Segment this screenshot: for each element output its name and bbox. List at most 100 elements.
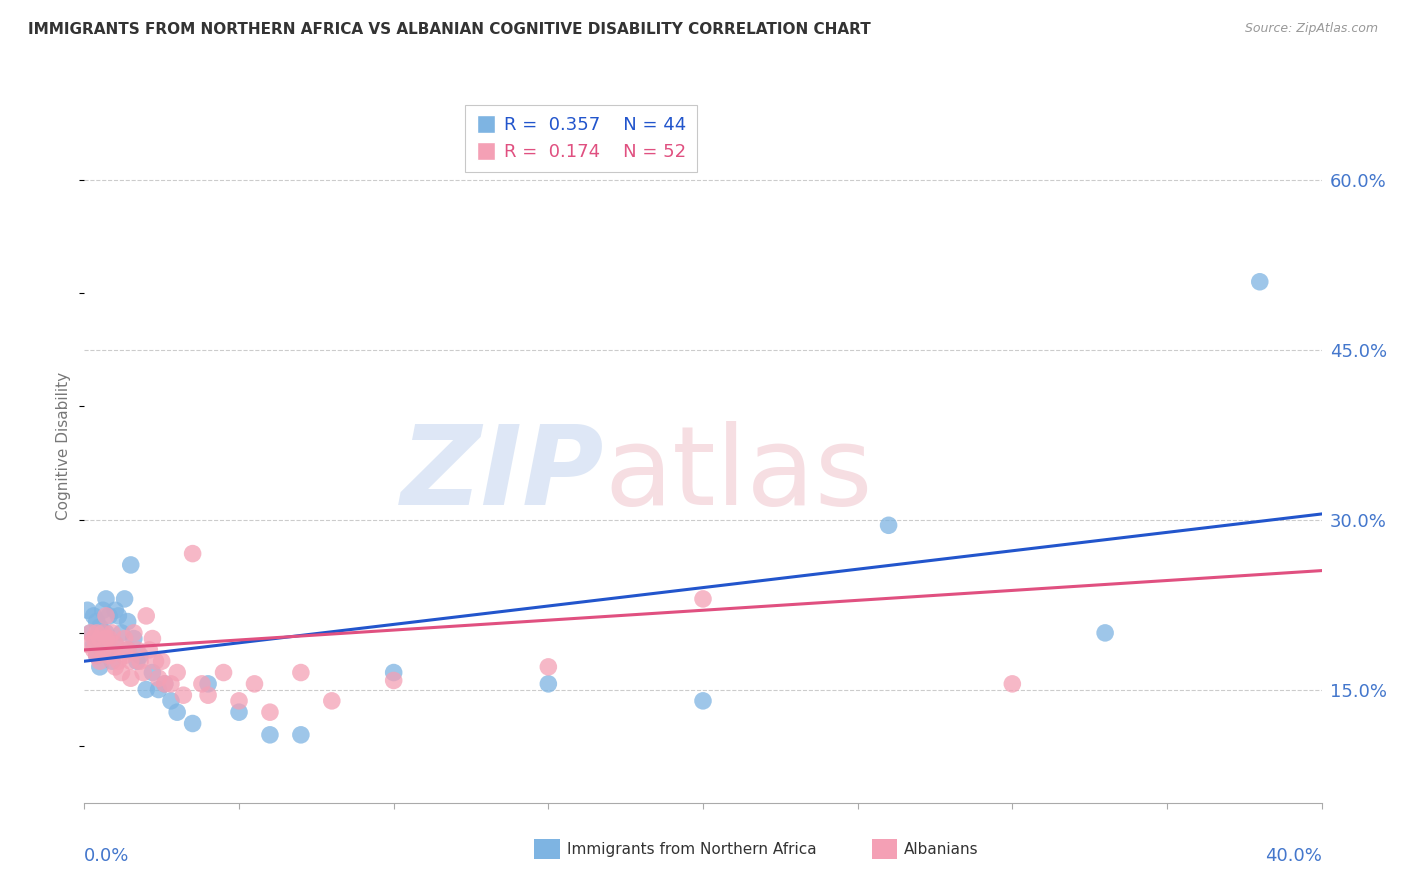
Point — [79, 626, 101, 640]
Point — [141, 632, 163, 646]
Y-axis label: Cognitive Disability: Cognitive Disability — [56, 372, 72, 520]
Point — [197, 688, 219, 702]
Point — [125, 654, 148, 668]
Point — [110, 626, 132, 640]
Point — [101, 654, 124, 668]
Point — [290, 665, 312, 680]
Text: IMMIGRANTS FROM NORTHERN AFRICA VS ALBANIAN COGNITIVE DISABILITY CORRELATION CHA: IMMIGRANTS FROM NORTHERN AFRICA VS ALBAN… — [28, 22, 870, 37]
Point — [148, 671, 170, 685]
Point — [145, 654, 167, 668]
Point — [94, 626, 117, 640]
Point — [153, 677, 176, 691]
Point — [148, 682, 170, 697]
Point — [132, 665, 155, 680]
Point — [172, 688, 194, 702]
Point — [125, 643, 148, 657]
Point — [98, 648, 121, 663]
Point — [120, 558, 142, 572]
Point — [1249, 275, 1271, 289]
Point — [98, 632, 121, 646]
Point — [89, 660, 111, 674]
Point — [104, 637, 127, 651]
Point — [94, 632, 117, 646]
Point — [83, 643, 105, 657]
Point — [79, 626, 101, 640]
Point — [692, 591, 714, 606]
Point — [110, 665, 132, 680]
Point — [89, 632, 111, 646]
Point — [114, 632, 136, 646]
Point — [228, 705, 250, 719]
Point — [129, 648, 152, 663]
Point — [120, 671, 142, 685]
Point — [166, 705, 188, 719]
Point — [104, 660, 127, 674]
Point — [104, 603, 127, 617]
Point — [91, 603, 114, 617]
Point — [94, 591, 117, 606]
Point — [107, 608, 129, 623]
Point — [160, 677, 183, 691]
Point — [181, 547, 204, 561]
Point — [166, 665, 188, 680]
Text: atlas: atlas — [605, 421, 873, 528]
Point — [117, 615, 139, 629]
Point — [181, 716, 204, 731]
Point — [259, 728, 281, 742]
Point — [153, 677, 176, 691]
Point — [122, 632, 145, 646]
Point — [101, 626, 124, 640]
Text: Immigrants from Northern Africa: Immigrants from Northern Africa — [567, 842, 817, 856]
Point — [129, 654, 152, 668]
Text: 40.0%: 40.0% — [1265, 847, 1322, 865]
Point — [537, 677, 560, 691]
Point — [86, 648, 108, 663]
Point — [135, 608, 157, 623]
Point — [91, 626, 114, 640]
Point — [290, 728, 312, 742]
Point — [94, 608, 117, 623]
Point — [86, 615, 108, 629]
Point — [259, 705, 281, 719]
Point — [382, 665, 405, 680]
Point — [76, 603, 98, 617]
Point — [101, 643, 124, 657]
Point — [692, 694, 714, 708]
Point — [107, 654, 129, 668]
Point — [86, 648, 108, 663]
Point — [104, 637, 127, 651]
Point — [243, 677, 266, 691]
Text: 0.0%: 0.0% — [84, 847, 129, 865]
Text: Albanians: Albanians — [904, 842, 979, 856]
Point — [141, 665, 163, 680]
Point — [86, 632, 108, 646]
Point — [1094, 626, 1116, 640]
Point — [89, 620, 111, 634]
Point — [138, 643, 160, 657]
Point — [83, 632, 105, 646]
Point — [321, 694, 343, 708]
Point — [122, 626, 145, 640]
Point — [114, 648, 136, 663]
Text: Source: ZipAtlas.com: Source: ZipAtlas.com — [1244, 22, 1378, 36]
Point — [191, 677, 214, 691]
Point — [117, 643, 139, 657]
Point — [197, 677, 219, 691]
Point — [91, 643, 114, 657]
Text: ZIP: ZIP — [401, 421, 605, 528]
Point — [160, 694, 183, 708]
Point — [98, 643, 121, 657]
Point — [98, 608, 121, 623]
Point — [86, 626, 108, 640]
Point — [76, 637, 98, 651]
Legend: R =  0.357    N = 44, R =  0.174    N = 52: R = 0.357 N = 44, R = 0.174 N = 52 — [464, 105, 697, 172]
Point — [135, 682, 157, 697]
Point — [91, 643, 114, 657]
Point — [212, 665, 235, 680]
Point — [120, 654, 142, 668]
Point — [1001, 677, 1024, 691]
Point — [89, 654, 111, 668]
Point — [150, 654, 173, 668]
Point — [117, 643, 139, 657]
Point — [228, 694, 250, 708]
